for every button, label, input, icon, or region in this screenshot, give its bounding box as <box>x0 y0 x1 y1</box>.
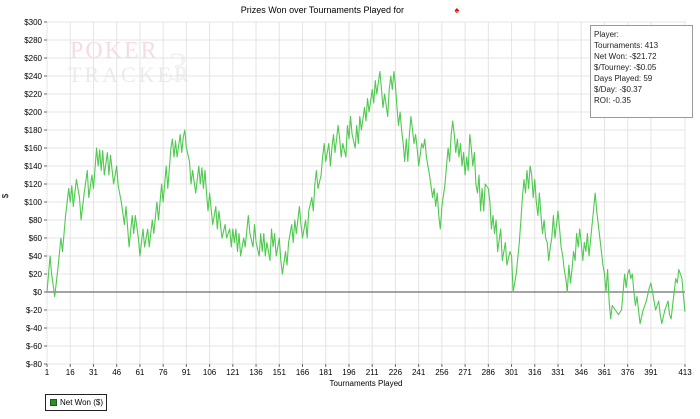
x-axis-title: Tournaments Played <box>330 379 403 388</box>
x-tick-label: 106 <box>203 368 217 377</box>
stat-roi: ROI: -0.35 <box>594 96 631 105</box>
y-tick-label: $180 <box>24 126 42 135</box>
y-axis-ticks: $300 $280 $260 $240 $220 $200 $180 $160 $140 $120… <box>24 18 47 369</box>
y-tick-label: $0 <box>33 288 42 297</box>
legend: Net Won ($) <box>45 394 107 411</box>
y-tick-label: $160 <box>24 144 42 153</box>
poker-tracker-logo: POKER TRACKER 3 <box>68 38 192 89</box>
stat-days-played: Days Played: 59 <box>594 74 653 83</box>
x-tick-label: 61 <box>135 368 144 377</box>
x-tick-label: 1 <box>45 368 50 377</box>
x-tick-label: 391 <box>644 368 658 377</box>
y-tick-label: $240 <box>24 72 42 81</box>
x-tick-label: 286 <box>482 368 496 377</box>
legend-label: Net Won ($) <box>60 398 103 407</box>
player-stats-box: Player: Tournaments: 413 Net Won: -$21.7… <box>590 25 693 118</box>
x-tick-label: 241 <box>412 368 426 377</box>
chart-title: Prizes Won over Tournaments Played for ♠ <box>0 5 700 15</box>
y-tick-label: $-20 <box>26 306 43 315</box>
y-tick-label: $-80 <box>26 360 43 369</box>
y-tick-label: $260 <box>24 54 42 63</box>
logo-mark: 3 <box>168 44 188 89</box>
y-tick-label: $140 <box>24 162 42 171</box>
stat-tournaments: Tournaments: 413 <box>594 41 659 50</box>
x-tick-label: 376 <box>621 368 635 377</box>
y-tick-label: $-40 <box>26 324 43 333</box>
x-tick-label: 361 <box>598 368 612 377</box>
y-tick-label: $120 <box>24 180 42 189</box>
x-tick-label: 76 <box>159 368 168 377</box>
grid-lines <box>46 21 686 365</box>
x-tick-label: 271 <box>458 368 472 377</box>
x-tick-label: 331 <box>551 368 565 377</box>
stat-per-day: $/Day: -$0.37 <box>594 85 643 94</box>
series-net-won <box>46 70 686 325</box>
series-line <box>46 70 686 325</box>
legend-swatch <box>50 399 57 406</box>
chart-title-text: Prizes Won over Tournaments Played for <box>240 5 404 15</box>
y-tick-label: $80 <box>29 216 43 225</box>
stat-net-won: Net Won: -$21.72 <box>594 52 657 61</box>
x-tick-label: 256 <box>435 368 449 377</box>
y-tick-label: $100 <box>24 198 42 207</box>
y-axis-title: $ <box>1 193 10 198</box>
y-tick-label: $200 <box>24 108 42 117</box>
x-tick-label: 346 <box>575 368 589 377</box>
y-tick-label: $-60 <box>26 342 43 351</box>
y-tick-label: $300 <box>24 18 42 27</box>
x-tick-label: 226 <box>389 368 403 377</box>
stat-player: Player: <box>594 30 619 39</box>
x-tick-label: 316 <box>528 368 542 377</box>
logo-line2: TRACKER <box>68 62 192 87</box>
stat-per-tourney: $/Tourney: -$0.05 <box>594 63 657 72</box>
x-tick-label: 31 <box>89 368 98 377</box>
x-tick-label: 413 <box>678 368 692 377</box>
x-tick-label: 91 <box>182 368 191 377</box>
x-tick-label: 211 <box>366 368 379 377</box>
x-tick-label: 121 <box>226 368 240 377</box>
x-tick-label: 136 <box>249 368 263 377</box>
x-tick-label: 46 <box>112 368 121 377</box>
y-tick-label: $280 <box>24 36 42 45</box>
x-tick-label: 16 <box>66 368 75 377</box>
x-tick-label: 151 <box>273 368 287 377</box>
x-tick-label: 301 <box>505 368 519 377</box>
x-tick-label: 181 <box>319 368 333 377</box>
y-tick-label: $20 <box>29 270 43 279</box>
x-tick-label: 166 <box>296 368 310 377</box>
y-tick-label: $40 <box>29 252 43 261</box>
spade-icon: ♠ <box>454 5 460 15</box>
logo-line1: POKER <box>70 38 159 64</box>
plot-background <box>46 21 686 365</box>
y-tick-label: $220 <box>24 90 42 99</box>
x-axis-ticks: 1 16 31 46 61 76 91 106 121 136 151 166 181 196 211 226… <box>45 364 692 377</box>
y-tick-label: $60 <box>29 234 43 243</box>
x-tick-label: 196 <box>342 368 356 377</box>
